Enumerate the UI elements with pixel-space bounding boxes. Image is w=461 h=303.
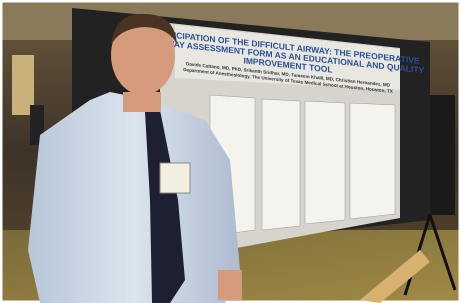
neck	[123, 92, 161, 112]
name-badge	[160, 163, 190, 193]
photo: ANTICIPATION OF THE DIFFICULT AIRWAY: TH…	[0, 0, 461, 303]
hand	[218, 270, 242, 300]
page: ANTICIPATION OF THE DIFFICULT AIRWAY: TH…	[0, 0, 461, 303]
